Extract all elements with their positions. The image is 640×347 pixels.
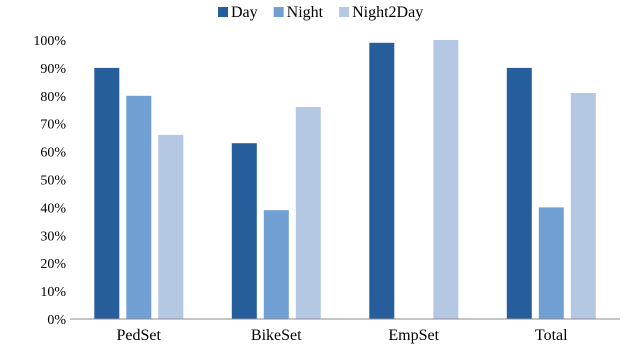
legend: Day Night Night2Day bbox=[218, 4, 423, 21]
bar-day-empset bbox=[369, 42, 395, 320]
y-tick-label: 80% bbox=[40, 90, 66, 105]
y-tick-label: 50% bbox=[40, 174, 66, 189]
x-tick-label: Total bbox=[535, 327, 568, 344]
y-tick-label: 30% bbox=[40, 229, 66, 244]
legend-label-day: Day bbox=[231, 4, 258, 21]
bar-night-total bbox=[538, 207, 564, 319]
legend-swatch-night bbox=[273, 7, 284, 17]
bars bbox=[94, 40, 596, 320]
bar-day-pedset bbox=[94, 67, 120, 320]
bar-night2day-total bbox=[570, 93, 596, 319]
y-tick-label: 40% bbox=[40, 201, 66, 216]
legend-label-night: Night bbox=[287, 4, 324, 21]
y-tick-label: 10% bbox=[40, 285, 66, 300]
legend-swatch-night2day bbox=[339, 7, 350, 17]
bar-day-bikeset bbox=[231, 143, 257, 319]
x-axis: PedSet BikeSet EmpSet Total bbox=[70, 318, 620, 344]
x-tick-label: EmpSet bbox=[388, 327, 439, 344]
legend-label-night2day: Night2Day bbox=[352, 4, 423, 21]
bar-night2day-bikeset bbox=[295, 107, 321, 319]
y-tick-label: 20% bbox=[40, 257, 66, 272]
x-tick-label: PedSet bbox=[117, 327, 162, 344]
y-tick-label: 70% bbox=[40, 118, 66, 133]
bar-night-pedset bbox=[126, 95, 152, 319]
bar-night-bikeset bbox=[263, 210, 289, 319]
x-tick-label: BikeSet bbox=[251, 327, 302, 344]
bar-day-total bbox=[506, 67, 532, 320]
y-tick-label: 100% bbox=[33, 34, 66, 49]
y-tick-label: 90% bbox=[40, 62, 66, 77]
legend-swatch-day bbox=[218, 7, 228, 17]
bar-night2day-pedset bbox=[158, 134, 184, 319]
y-tick-label: 0% bbox=[47, 313, 66, 328]
y-tick-label: 60% bbox=[40, 146, 66, 161]
y-axis: 0% 10% 20% 30% 40% 50% 60% 70% 80% 90% 100% bbox=[33, 34, 66, 328]
bar-night2day-empset bbox=[433, 40, 459, 319]
